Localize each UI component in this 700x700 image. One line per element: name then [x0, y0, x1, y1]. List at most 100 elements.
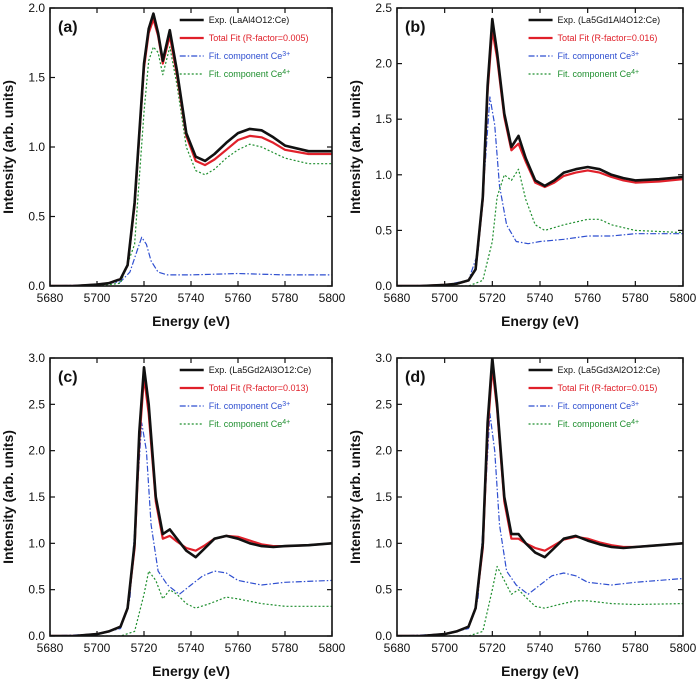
series-line-ce4	[50, 46, 332, 286]
x-tick-label: 5760	[574, 641, 601, 655]
plot-frame	[49, 7, 333, 287]
x-tick-label: 5800	[319, 641, 346, 655]
plot-frame	[396, 7, 684, 287]
y-tick-label: 2.5	[28, 397, 45, 411]
series-line-ce4	[50, 570, 332, 636]
x-tick-label: 5740	[527, 641, 554, 655]
series-line-fit	[397, 366, 683, 636]
legend-text-superscript: 4+	[631, 69, 639, 76]
series-line-ce3	[50, 422, 332, 636]
x-tick-label: 5720	[479, 641, 506, 655]
x-tick-label: 5740	[178, 641, 205, 655]
series-line-fit	[50, 18, 332, 286]
series-line-ce3	[397, 413, 683, 636]
y-tick-label: 3.0	[28, 351, 45, 365]
y-tick-label: 2.0	[28, 444, 45, 458]
plot-frame	[49, 357, 333, 637]
legend-text-superscript: 4+	[631, 419, 639, 426]
series-line-ce3	[50, 236, 332, 286]
series-line-exp	[50, 12, 332, 286]
y-tick-label: 0.0	[375, 279, 392, 293]
x-tick-label: 5740	[527, 291, 554, 305]
chart-panel-b: 5680 5700 5720 5740 5760 5780 5800 0.0 0.5 1.0 1.5…	[347, 1, 697, 329]
y-tick-label: 2.0	[375, 444, 392, 458]
y-tick-label: 2.0	[375, 57, 392, 71]
legend-label-ce3: Fit. component Ce3+	[558, 401, 640, 412]
y-tick-label: 2.5	[375, 397, 392, 411]
y-tick-label: 2.0	[28, 1, 45, 15]
legend-label-fit: Total Fit (R-factor=0.005)	[209, 33, 309, 43]
x-tick-label: 5780	[272, 291, 299, 305]
legend-label-ce4: Fit. component Ce4+	[558, 419, 640, 430]
legend-label-exp: Exp. (La5Gd2Al3O12:Ce)	[209, 365, 312, 375]
y-tick-label: 0.5	[375, 223, 392, 237]
legend-text-main: Fit. component Ce	[558, 69, 632, 79]
x-tick-label: 5800	[670, 641, 697, 655]
y-tick-label: 0.0	[28, 629, 45, 643]
legend-label-ce3: Fit. component Ce3+	[209, 401, 291, 412]
y-axis-title: Intensity (arb. units)	[347, 430, 363, 564]
x-tick-label: 5800	[670, 291, 697, 305]
series-line-exp	[397, 17, 683, 286]
chart-panel-c: 5680 5700 5720 5740 5760 5780 5800 0.0 0.5 1.0 1.5…	[0, 351, 346, 679]
x-tick-label: 5780	[622, 641, 649, 655]
x-tick-label: 5700	[84, 291, 111, 305]
legend-text-main: Fit. component Ce	[209, 401, 283, 411]
y-tick-label: 1.0	[28, 536, 45, 550]
x-tick-label: 5680	[384, 641, 411, 655]
x-tick-label: 5780	[622, 291, 649, 305]
x-tick-label: 5740	[178, 291, 205, 305]
x-tick-label: 5780	[272, 641, 299, 655]
panel-label: (d)	[405, 369, 425, 386]
y-tick-label: 1.5	[28, 71, 45, 85]
series-line-exp	[50, 366, 332, 636]
y-axis-title: Intensity (arb. units)	[347, 80, 363, 214]
legend-label-exp: Exp. (LaAl4O12:Ce)	[209, 15, 290, 25]
y-tick-label: 0.5	[28, 210, 45, 224]
legend-text-main: Fit. component Ce	[558, 401, 632, 411]
legend-text-superscript: 4+	[282, 69, 290, 76]
x-tick-label: 5680	[37, 291, 64, 305]
legend-text-superscript: 4+	[282, 419, 290, 426]
y-tick-label: 1.5	[375, 490, 392, 504]
legend-label-ce4: Fit. component Ce4+	[558, 69, 640, 80]
x-tick-label: 5760	[574, 291, 601, 305]
series-line-exp	[397, 358, 683, 636]
x-axis-title: Energy (eV)	[152, 663, 230, 679]
panel-label: (c)	[58, 369, 78, 386]
legend-text-superscript: 3+	[282, 401, 290, 408]
x-axis-title: Energy (eV)	[501, 663, 579, 679]
legend-label-fit: Total Fit (R-factor=0.015)	[558, 383, 658, 393]
legend-text-main: Fit. component Ce	[209, 51, 283, 61]
y-tick-label: 2.5	[375, 1, 392, 15]
legend-label-ce3: Fit. component Ce3+	[209, 51, 291, 62]
legend-label-exp: Exp. (La5Gd1Al4O12:Ce)	[558, 15, 661, 25]
x-tick-label: 5680	[384, 291, 411, 305]
legend-label-exp: Exp. (La5Gd3Al2O12:Ce)	[558, 365, 661, 375]
legend-text-superscript: 3+	[631, 401, 639, 408]
y-tick-label: 1.5	[28, 490, 45, 504]
x-tick-label: 5720	[131, 291, 158, 305]
legend-text-main: Fit. component Ce	[209, 69, 283, 79]
legend-text-superscript: 3+	[282, 51, 290, 58]
plot-frame	[396, 357, 684, 637]
series-line-ce4	[397, 565, 683, 636]
y-tick-label: 0.5	[375, 583, 392, 597]
y-tick-label: 3.0	[375, 351, 392, 365]
y-axis-title: Intensity (arb. units)	[0, 80, 16, 214]
series-line-fit	[397, 29, 683, 286]
x-tick-label: 5700	[431, 641, 458, 655]
y-tick-label: 1.0	[28, 140, 45, 154]
legend-text-main: Fit. component Ce	[558, 51, 632, 61]
x-tick-label: 5760	[225, 641, 252, 655]
legend-label-fit: Total Fit (R-factor=0.013)	[209, 383, 309, 393]
legend-label-ce4: Fit. component Ce4+	[209, 69, 291, 80]
y-tick-label: 0.0	[28, 279, 45, 293]
legend-text-main: Fit. component Ce	[209, 419, 283, 429]
chart-panel-d: 5680 5700 5720 5740 5760 5780 5800 0.0 0.5 1.0 1.5…	[347, 351, 697, 679]
series-line-ce3	[397, 96, 683, 286]
x-tick-label: 5680	[37, 641, 64, 655]
x-tick-label: 5700	[431, 291, 458, 305]
series-line-fit	[50, 375, 332, 636]
